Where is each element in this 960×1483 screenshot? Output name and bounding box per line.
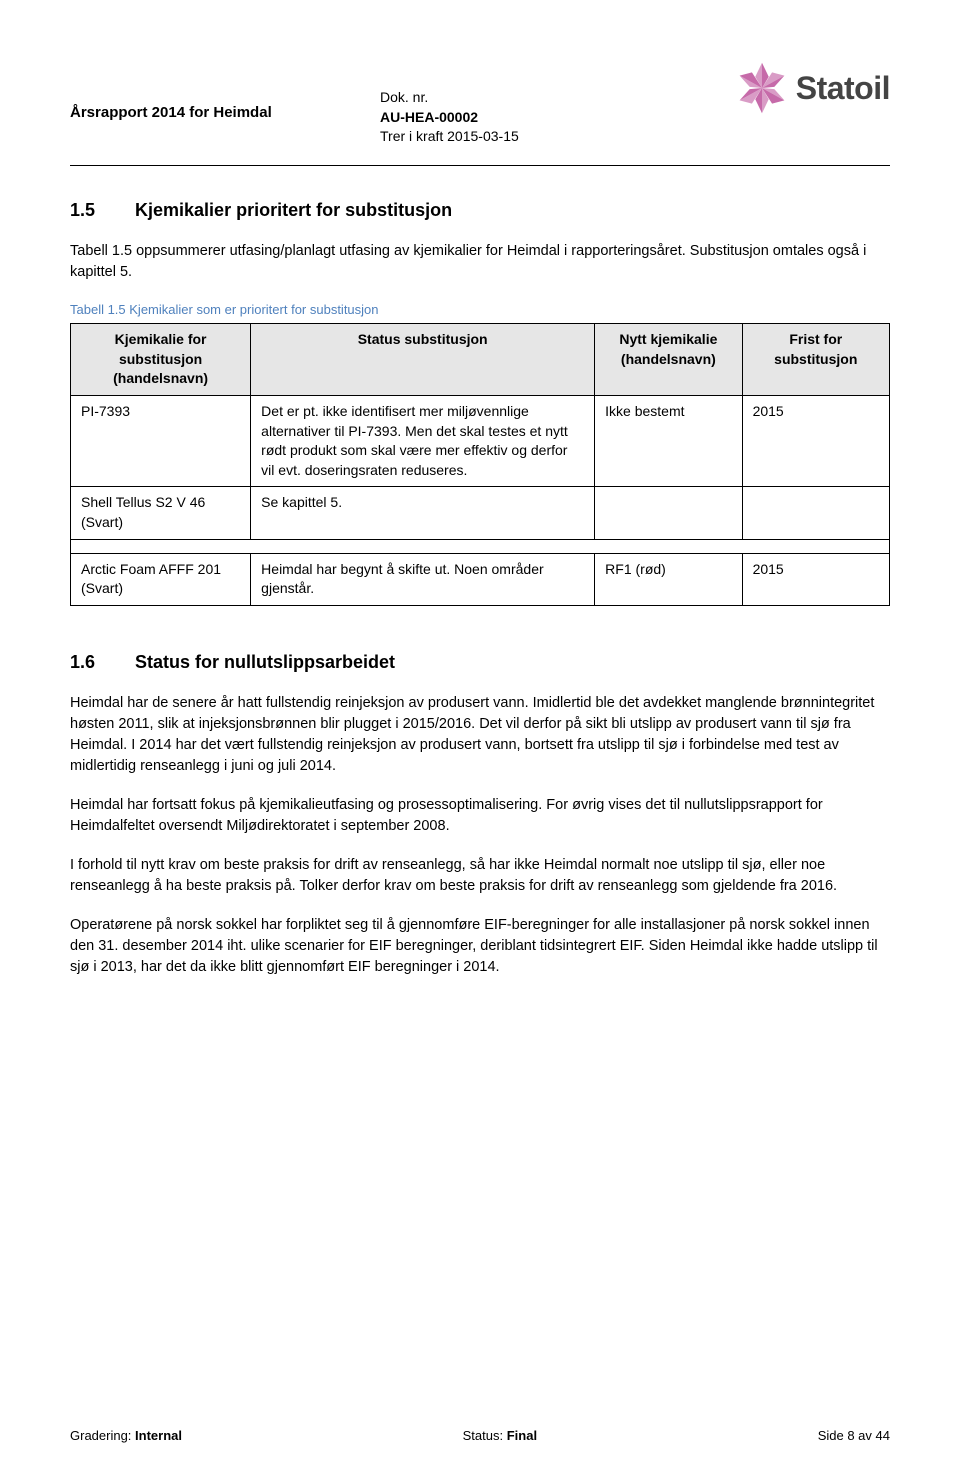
report-title: Årsrapport 2014 for Heimdal: [70, 102, 380, 123]
status-value: Final: [507, 1428, 537, 1443]
section-1-6-p3: I forhold til nytt krav om beste praksis…: [70, 855, 890, 897]
col-chemical: Kjemikalie for substitusjon (handelsnavn…: [71, 324, 251, 396]
doc-effective-date: Trer i kraft 2015-03-15: [380, 127, 690, 147]
cell-status: Det er pt. ikke identifisert mer miljøve…: [251, 395, 595, 486]
header-divider: [70, 165, 890, 166]
cell-status: Heimdal har begynt å skifte ut. Noen omr…: [251, 553, 595, 605]
document-header: Årsrapport 2014 for Heimdal Dok. nr. AU-…: [70, 60, 890, 147]
star-icon: [734, 60, 790, 116]
cell-new: [595, 487, 742, 539]
col-status: Status substitusjon: [251, 324, 595, 396]
status-label: Status:: [463, 1428, 503, 1443]
section-1-5-heading: 1.5 Kjemikalier prioritert for substitus…: [70, 198, 890, 223]
cell-new: RF1 (rød): [595, 553, 742, 605]
table-gap-row: [71, 539, 890, 553]
section-1-5-intro: Tabell 1.5 oppsummerer utfasing/planlagt…: [70, 241, 890, 283]
footer-grading: Gradering: Internal: [70, 1427, 182, 1445]
col-deadline: Frist for substitusjon: [742, 324, 889, 396]
footer-page-number: Side 8 av 44: [818, 1427, 890, 1445]
table-row: Arctic Foam AFFF 201 (Svart) Heimdal har…: [71, 553, 890, 605]
table-1-5-caption: Tabell 1.5 Kjemikalier som er prioritert…: [70, 301, 890, 319]
section-1-6-p2: Heimdal har fortsatt fokus på kjemikalie…: [70, 795, 890, 837]
grading-label: Gradering:: [70, 1428, 131, 1443]
cell-deadline: 2015: [742, 553, 889, 605]
section-1-6-heading: 1.6 Status for nullutslippsarbeidet: [70, 650, 890, 675]
section-1-6-p4: Operatørene på norsk sokkel har forplikt…: [70, 915, 890, 978]
section-1-5-number: 1.5: [70, 198, 130, 223]
doc-number-value: AU-HEA-00002: [380, 108, 690, 128]
grading-value: Internal: [135, 1428, 182, 1443]
cell-status: Se kapittel 5.: [251, 487, 595, 539]
section-1-6-title: Status for nullutslippsarbeidet: [135, 652, 395, 672]
col-new-chemical: Nytt kjemikalie (handelsnavn): [595, 324, 742, 396]
header-left: Årsrapport 2014 for Heimdal: [70, 60, 380, 123]
cell-chemical: Arctic Foam AFFF 201 (Svart): [71, 553, 251, 605]
cell-chemical: Shell Tellus S2 V 46 (Svart): [71, 487, 251, 539]
page-footer: Gradering: Internal Status: Final Side 8…: [70, 1427, 890, 1445]
cell-deadline: [742, 487, 889, 539]
cell-new: Ikke bestemt: [595, 395, 742, 486]
cell-deadline: 2015: [742, 395, 889, 486]
header-meta: Dok. nr. AU-HEA-00002 Trer i kraft 2015-…: [380, 60, 690, 147]
substitution-table: Kjemikalie for substitusjon (handelsnavn…: [70, 323, 890, 606]
footer-status: Status: Final: [463, 1427, 537, 1445]
table-header-row: Kjemikalie for substitusjon (handelsnavn…: [71, 324, 890, 396]
section-1-6-number: 1.6: [70, 650, 130, 675]
table-row: PI-7393 Det er pt. ikke identifisert mer…: [71, 395, 890, 486]
cell-chemical: PI-7393: [71, 395, 251, 486]
company-logo: Statoil: [734, 60, 890, 116]
page: Årsrapport 2014 for Heimdal Dok. nr. AU-…: [0, 0, 960, 1483]
doc-number-label: Dok. nr.: [380, 88, 690, 108]
section-1-5-title: Kjemikalier prioritert for substitusjon: [135, 200, 452, 220]
gap-cell: [71, 539, 890, 553]
logo-text: Statoil: [796, 66, 890, 111]
section-1-6-p1: Heimdal har de senere år hatt fullstendi…: [70, 693, 890, 777]
header-logo-area: Statoil: [690, 60, 890, 122]
table-row: Shell Tellus S2 V 46 (Svart) Se kapittel…: [71, 487, 890, 539]
